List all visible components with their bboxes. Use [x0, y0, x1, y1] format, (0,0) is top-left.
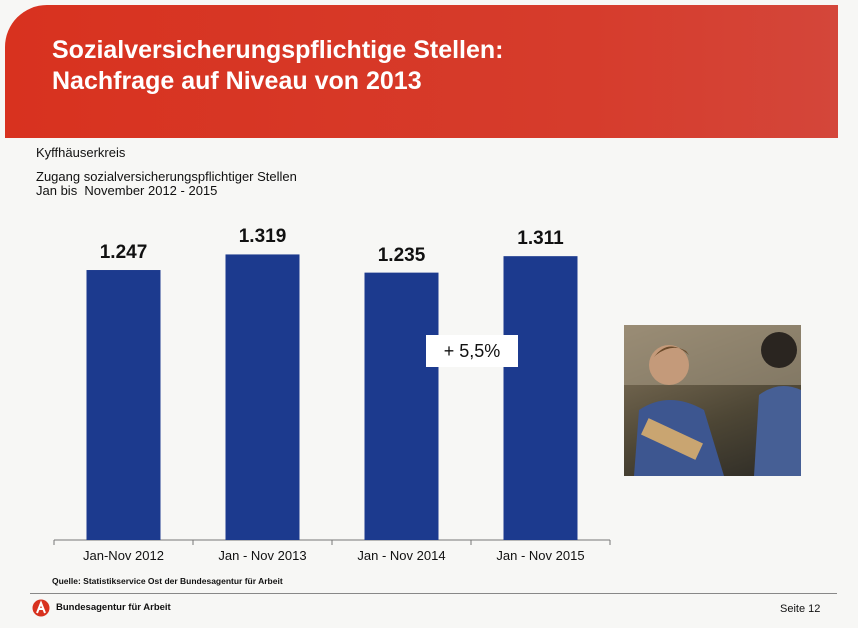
source-note: Quelle: Statistikservice Ost der Bundesa… [52, 576, 283, 586]
data-label: 1.247 [99, 242, 148, 264]
logo-text: Bundesagentur für Arbeit [56, 602, 171, 613]
page-number: Seite 12 [780, 603, 821, 615]
bar [503, 256, 578, 540]
bar [86, 270, 161, 540]
x-tick-label: Jan - Nov 2013 [218, 548, 307, 563]
photo-illustration [624, 325, 801, 476]
chart-subtitle: Jan bis November 2012 - 2015 [36, 183, 218, 198]
data-label: 1.319 [238, 226, 287, 248]
ba-logo-icon [32, 599, 50, 617]
bar [225, 254, 300, 540]
data-label: 1.311 [517, 228, 564, 250]
growth-annotation: + 5,5% [426, 335, 518, 367]
slide-title: Sozialversicherungspflichtige Stellen: N… [52, 35, 504, 97]
x-tick-label: Jan-Nov 2012 [83, 548, 164, 563]
footer-divider [30, 593, 837, 594]
header-banner [5, 5, 838, 138]
bar [364, 272, 439, 540]
chart-title: Zugang sozialversicherungspflichtiger St… [36, 169, 297, 184]
region-label: Kyffhäuserkreis [36, 145, 126, 160]
photo-workers [624, 325, 801, 476]
x-tick-label: Jan - Nov 2014 [357, 548, 446, 563]
title-line-1: Sozialversicherungspflichtige Stellen: [52, 36, 504, 64]
title-line-2: Nachfrage auf Niveau von 2013 [52, 67, 422, 95]
x-tick-label: Jan - Nov 2015 [496, 548, 585, 563]
data-label: 1.235 [377, 244, 426, 266]
